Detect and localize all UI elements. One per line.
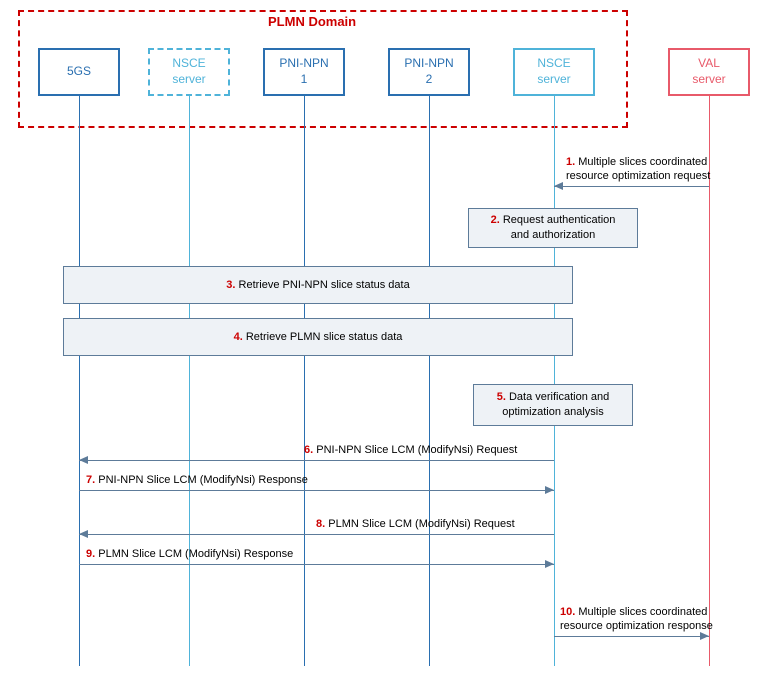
arrow-label: 1. Multiple slices coordinatedresource o… xyxy=(566,156,710,184)
arrow-head-icon xyxy=(554,182,563,190)
actor-5gs: 5GS xyxy=(38,48,120,96)
actor-pni-npn-2: PNI-NPN2 xyxy=(388,48,470,96)
arrow-head-icon xyxy=(79,456,88,464)
arrow-head-icon xyxy=(79,530,88,538)
arrow-line xyxy=(79,460,554,461)
actor-nsce-server: NSCEserver xyxy=(513,48,595,96)
arrow-label: 9. PLMN Slice LCM (ModifyNsi) Response xyxy=(86,548,293,562)
step-4-box: 4. Retrieve PLMN slice status data xyxy=(63,318,573,356)
actor-pni-npn-1: PNI-NPN1 xyxy=(263,48,345,96)
actor-nsce-server-alt: NSCEserver xyxy=(148,48,230,96)
lifeline-5gs xyxy=(79,96,80,666)
arrow-label: 6. PNI-NPN Slice LCM (ModifyNsi) Request xyxy=(304,444,517,458)
arrow-label: 10. Multiple slices coordinatedresource … xyxy=(560,606,713,634)
arrow-line xyxy=(79,490,554,491)
arrow-line xyxy=(554,186,709,187)
lifeline-nsce-alt xyxy=(189,96,190,666)
step-3-box: 3. Retrieve PNI-NPN slice status data xyxy=(63,266,573,304)
actor-val-server: VALserver xyxy=(668,48,750,96)
arrow-label: 7. PNI-NPN Slice LCM (ModifyNsi) Respons… xyxy=(86,474,308,488)
step-2-box: 2. Request authenticationand authorizati… xyxy=(468,208,638,248)
plmn-domain-label: PLMN Domain xyxy=(268,14,356,29)
step-5-box: 5. Data verification andoptimization ana… xyxy=(473,384,633,426)
arrow-line xyxy=(554,636,709,637)
lifeline-pni1 xyxy=(304,96,305,666)
arrow-head-icon xyxy=(545,486,554,494)
arrow-line xyxy=(79,564,554,565)
arrow-label: 8. PLMN Slice LCM (ModifyNsi) Request xyxy=(316,518,515,532)
arrow-line xyxy=(79,534,554,535)
arrow-head-icon xyxy=(545,560,554,568)
lifeline-pni2 xyxy=(429,96,430,666)
sequence-diagram: PLMN Domain 5GS NSCEserver PNI-NPN1 PNI-… xyxy=(8,8,774,679)
